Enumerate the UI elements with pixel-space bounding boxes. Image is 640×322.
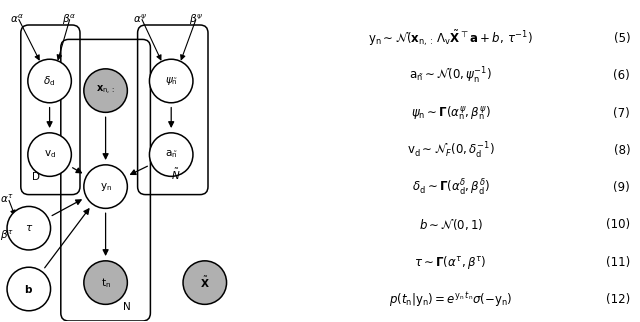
Text: $\tau$: $\tau$ [25,223,33,233]
Text: $\alpha^{\tau}$: $\alpha^{\tau}$ [0,193,13,205]
Text: $\alpha^{\psi}$: $\alpha^{\psi}$ [133,12,147,24]
Text: $\beta^{\alpha}$: $\beta^{\alpha}$ [63,12,76,27]
Circle shape [84,69,127,112]
Circle shape [84,165,127,208]
Text: D: D [32,172,40,182]
Text: $\mathrm{v}_{\mathrm{d}} \sim \mathcal{N}_{F}(0, \delta_{\mathrm{d}}^{-1})$: $\mathrm{v}_{\mathrm{d}} \sim \mathcal{N… [407,140,495,160]
Text: $\tilde{\mathbf{X}}$: $\tilde{\mathbf{X}}$ [200,275,210,290]
Text: $\mathrm{a}_{\tilde{\mathrm{n}}}$: $\mathrm{a}_{\tilde{\mathrm{n}}}$ [164,149,178,160]
Text: (5): (5) [614,32,630,45]
Text: (10): (10) [606,218,630,232]
Circle shape [183,261,227,304]
Text: (11): (11) [606,256,630,269]
Text: $\mathrm{y}_{\mathrm{n}} \sim \mathcal{N}(\mathbf{x}_{\mathrm{n,:}}\, \Lambda_{\: $\mathrm{y}_{\mathrm{n}} \sim \mathcal{N… [368,29,533,48]
Text: (7): (7) [614,107,630,120]
Text: $\alpha^{\alpha}$: $\alpha^{\alpha}$ [10,12,24,24]
Text: $\mathbf{x}_{\mathrm{n,:}}$: $\mathbf{x}_{\mathrm{n,:}}$ [96,84,115,97]
Circle shape [150,59,193,103]
Text: (9): (9) [614,181,630,194]
Text: $\mathbf{b}$: $\mathbf{b}$ [24,283,33,295]
Circle shape [28,59,72,103]
Circle shape [150,133,193,176]
Text: (8): (8) [614,144,630,157]
Text: $\mathrm{y}_{\mathrm{n}}$: $\mathrm{y}_{\mathrm{n}}$ [99,181,112,193]
Text: $\mathrm{a}_{\tilde{\mathrm{n}}} \sim \mathcal{N}(0, \psi_{\mathrm{n}}^{-1})$: $\mathrm{a}_{\tilde{\mathrm{n}}} \sim \m… [409,66,492,86]
Text: $\delta_{\mathrm{d}} \sim \boldsymbol{\Gamma}(\alpha^{\delta}_{\mathrm{d}}, \bet: $\delta_{\mathrm{d}} \sim \boldsymbol{\G… [412,178,490,198]
Text: $\beta^{\psi}$: $\beta^{\psi}$ [189,12,203,27]
Text: $\delta_{\mathrm{d}}$: $\delta_{\mathrm{d}}$ [44,74,56,88]
Text: $b \sim \mathcal{N}(0, 1)$: $b \sim \mathcal{N}(0, 1)$ [419,217,483,232]
Text: (6): (6) [614,70,630,82]
Text: $\tau \sim \boldsymbol{\Gamma}(\alpha^{\tau}, \beta^{\tau})$: $\tau \sim \boldsymbol{\Gamma}(\alpha^{\… [415,254,487,271]
Circle shape [7,206,51,250]
Text: $\psi_{\mathrm{n}} \sim \boldsymbol{\Gamma}(\alpha^{\psi}_{\mathrm{n}}, \beta^{\: $\psi_{\mathrm{n}} \sim \boldsymbol{\Gam… [411,104,490,122]
Circle shape [28,133,72,176]
Text: (12): (12) [606,293,630,306]
Text: $p(t_{\mathrm{n}} | \mathrm{y}_{\mathrm{n}}) = e^{\mathrm{y}_{\mathrm{n}}\, t_{\: $p(t_{\mathrm{n}} | \mathrm{y}_{\mathrm{… [389,290,513,309]
Circle shape [84,261,127,304]
Text: $\beta^{\tau}$: $\beta^{\tau}$ [0,228,14,242]
Text: $\mathrm{v}_{\mathrm{d}}$: $\mathrm{v}_{\mathrm{d}}$ [44,149,56,160]
Text: $\psi_{\tilde{\mathrm{n}}}$: $\psi_{\tilde{\mathrm{n}}}$ [164,75,178,87]
Text: $\mathrm{t}_{\mathrm{n}}$: $\mathrm{t}_{\mathrm{n}}$ [100,276,111,289]
Circle shape [7,267,51,311]
Text: N: N [124,302,131,312]
Text: $\tilde{N}$: $\tilde{N}$ [172,167,180,182]
